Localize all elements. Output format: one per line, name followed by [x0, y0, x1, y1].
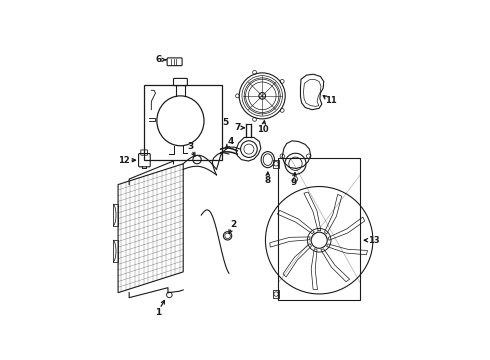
Text: 10: 10	[257, 126, 269, 135]
Text: 1: 1	[154, 309, 161, 318]
Text: 7: 7	[234, 123, 241, 132]
Bar	[273, 290, 279, 298]
Text: 9: 9	[290, 178, 296, 187]
Text: 2: 2	[230, 220, 236, 229]
Text: 5: 5	[222, 118, 229, 127]
Text: 11: 11	[325, 96, 337, 105]
Bar	[278, 158, 360, 300]
Text: 13: 13	[368, 236, 380, 245]
Text: 8: 8	[265, 176, 271, 185]
Text: 6: 6	[156, 55, 162, 64]
Bar	[145, 85, 222, 159]
Bar	[273, 159, 279, 168]
Text: 12: 12	[118, 156, 130, 165]
Text: 3: 3	[187, 142, 193, 151]
Text: 4: 4	[228, 137, 234, 146]
